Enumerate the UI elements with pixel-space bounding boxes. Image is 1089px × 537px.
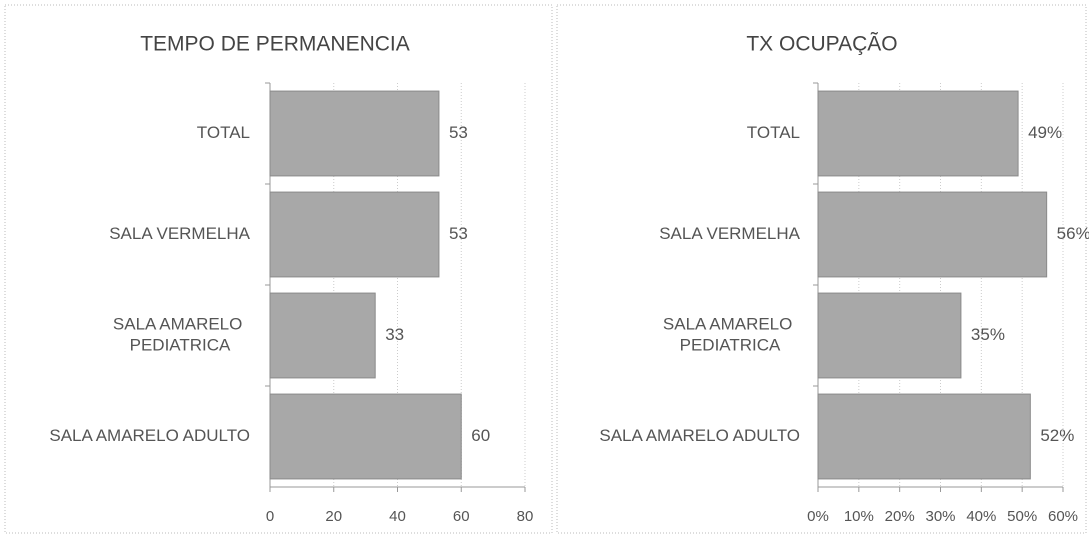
x-tick-label: 80 [517, 508, 534, 525]
chart-title: TX OCUPAÇÃO [746, 32, 897, 56]
value-label: 49% [1028, 123, 1062, 142]
y-tick-label: TOTAL [747, 123, 800, 142]
chart-title: TEMPO DE PERMANENCIA [140, 33, 410, 56]
x-tick-label: 50% [1007, 508, 1037, 525]
value-label: 52% [1040, 426, 1074, 445]
bar [817, 292, 962, 379]
value-label: 53 [449, 224, 468, 243]
bar [817, 191, 1048, 278]
x-tick-label: 0 [266, 508, 274, 525]
value-label: 33 [385, 325, 404, 344]
y-tick-label: TOTAL [197, 123, 250, 142]
panel [556, 4, 1087, 534]
x-tick-label: 60% [1048, 508, 1078, 525]
y-tick-label: SALA AMARELO ADULTO [599, 426, 800, 445]
bar [269, 292, 376, 379]
bar [269, 393, 462, 480]
value-label: 35% [971, 325, 1005, 344]
bar [817, 90, 1019, 177]
x-tick-label: 10% [844, 508, 874, 525]
y-tick-label: SALA AMARELO PEDIATRICA [663, 315, 797, 355]
y-tick-label: SALA AMARELO ADULTO [49, 426, 250, 445]
x-tick-label: 30% [925, 508, 955, 525]
x-tick-label: 20 [325, 508, 342, 525]
x-tick-label: 20% [885, 508, 915, 525]
y-tick-label: SALA AMARELO PEDIATRICA [113, 315, 247, 355]
value-label: 53 [449, 123, 468, 142]
x-tick-label: 40 [389, 508, 406, 525]
bar [817, 393, 1031, 480]
y-tick-label: SALA VERMELHA [659, 224, 800, 243]
panel [4, 4, 553, 534]
value-label: 60 [471, 426, 490, 445]
bar [269, 90, 440, 177]
x-tick-label: 40% [966, 508, 996, 525]
x-tick-label: 0% [807, 508, 829, 525]
bar [269, 191, 440, 278]
value-label: 56% [1057, 224, 1089, 243]
y-tick-label: SALA VERMELHA [109, 224, 250, 243]
x-tick-label: 60 [453, 508, 470, 525]
